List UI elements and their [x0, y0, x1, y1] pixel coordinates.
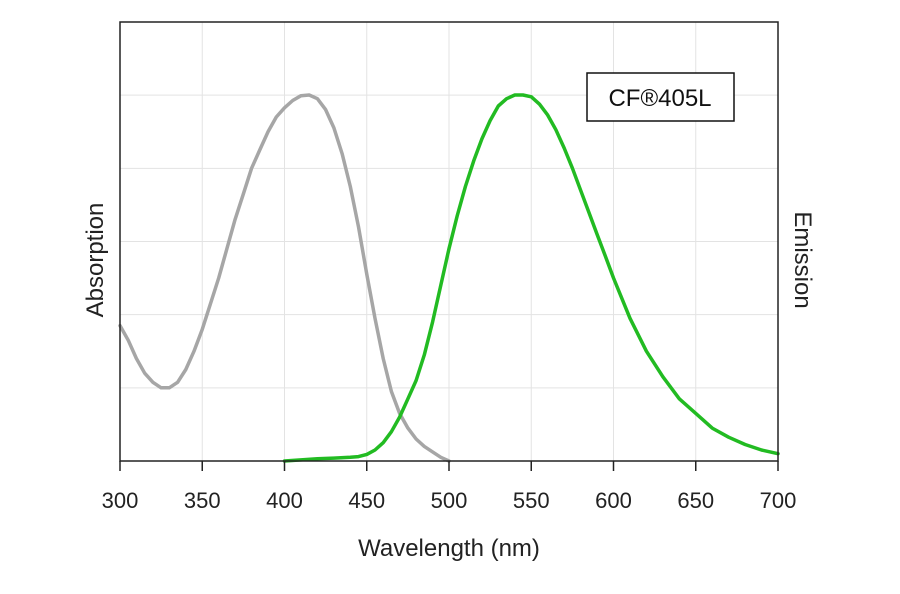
- curves: [118, 93, 780, 463]
- x-tick-label: 650: [677, 488, 714, 513]
- x-tick-label: 700: [760, 488, 797, 513]
- x-tick-label: 350: [184, 488, 221, 513]
- emission-curve: [282, 93, 780, 463]
- x-tick-label: 400: [266, 488, 303, 513]
- x-tick-label: 300: [102, 488, 139, 513]
- x-tick-label: 450: [348, 488, 385, 513]
- legend-label: CF®405L: [608, 85, 711, 112]
- y-axis-right-title: Emission: [789, 211, 816, 308]
- y-axis-left-title: Absorption: [82, 203, 109, 318]
- x-axis-title: Wavelength (nm): [358, 535, 540, 562]
- x-axis-ticks: 300 350 400 450 500 550 600 650 700: [102, 461, 797, 513]
- x-tick-label: 600: [595, 488, 632, 513]
- legend: CF®405L: [586, 72, 735, 122]
- legend-box: [586, 72, 735, 122]
- x-tick-label: 500: [431, 488, 468, 513]
- absorption-curve: [118, 93, 451, 463]
- x-tick-label: 550: [513, 488, 550, 513]
